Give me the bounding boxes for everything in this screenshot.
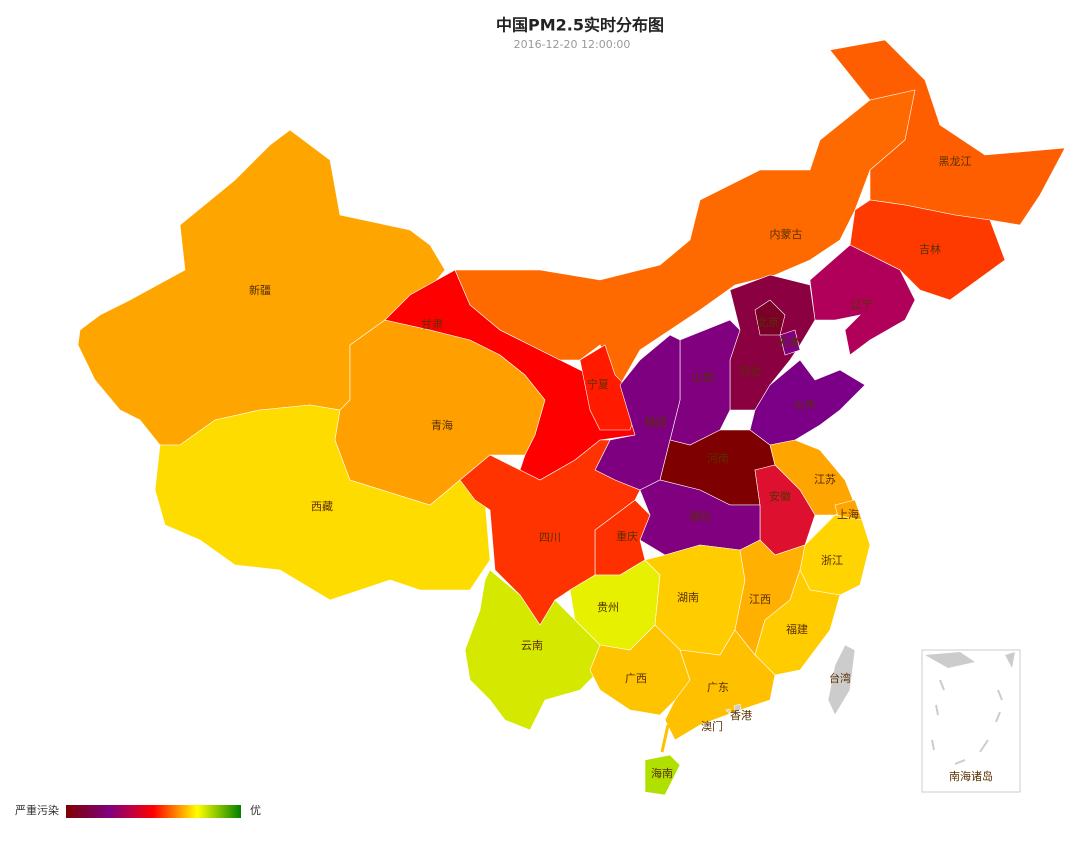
province-label: 湖北 bbox=[689, 510, 711, 523]
province-label: 青海 bbox=[431, 418, 453, 432]
inset-line bbox=[931, 679, 1003, 765]
legend-low: 优 bbox=[250, 804, 261, 817]
province-label: 陕西 bbox=[645, 415, 667, 429]
province-label: 北京 bbox=[757, 315, 779, 329]
province bbox=[809, 244, 916, 356]
province-label: 浙江 bbox=[821, 554, 843, 567]
province-label: 山西 bbox=[692, 371, 714, 384]
province bbox=[754, 299, 786, 336]
province-label: 台湾 bbox=[829, 671, 851, 685]
province-label: 安徽 bbox=[769, 489, 791, 503]
province-label: 江苏 bbox=[814, 473, 836, 486]
province-label: 海南 bbox=[651, 766, 673, 780]
province-label: 甘肃 bbox=[421, 318, 443, 331]
connector bbox=[660, 724, 670, 753]
province-label: 上海 bbox=[837, 507, 859, 521]
province bbox=[454, 64, 921, 386]
province bbox=[464, 569, 601, 731]
legend-bar bbox=[66, 805, 241, 818]
province-label: 吉林 bbox=[919, 242, 941, 256]
province bbox=[754, 569, 841, 676]
province bbox=[459, 439, 641, 626]
province-label: 新疆 bbox=[249, 283, 271, 297]
legend: 严重污染 优 bbox=[15, 803, 261, 818]
inset-island bbox=[1005, 652, 1015, 668]
inset-island bbox=[925, 652, 975, 668]
province-label: 内蒙古 bbox=[770, 227, 803, 241]
province-label: 西藏 bbox=[311, 500, 333, 513]
title: 中国PM2.5实时分布图 bbox=[496, 16, 664, 35]
inset-frame bbox=[921, 649, 1021, 793]
province bbox=[827, 644, 856, 716]
province-label: 澳门 bbox=[701, 719, 723, 733]
province-label: 福建 bbox=[786, 622, 808, 636]
subtitle: 2016-12-20 12:00:00 bbox=[514, 38, 631, 51]
province-label: 宁夏 bbox=[587, 377, 609, 391]
legend-high: 严重污染 bbox=[15, 803, 59, 817]
province bbox=[779, 329, 801, 356]
province-label: 江西 bbox=[749, 593, 771, 606]
province-label: 山东 bbox=[794, 398, 816, 411]
regions bbox=[77, 39, 1066, 796]
province bbox=[733, 703, 742, 712]
province-label: 辽宁 bbox=[851, 297, 873, 311]
province-label: 黑龙江 bbox=[939, 155, 972, 168]
province-label: 广西 bbox=[625, 672, 647, 685]
inset: 南海诸岛 bbox=[921, 649, 1021, 793]
province-label: 云南 bbox=[521, 639, 543, 652]
inset-label: 南海诸岛 bbox=[949, 769, 993, 783]
province-label: 天津 bbox=[777, 336, 799, 349]
province-label: 广东 bbox=[707, 681, 729, 694]
province bbox=[725, 708, 731, 715]
province bbox=[154, 404, 491, 601]
province-label: 湖南 bbox=[677, 591, 699, 604]
province-label: 贵州 bbox=[597, 601, 619, 614]
province-label: 重庆 bbox=[616, 529, 638, 543]
province-label: 四川 bbox=[539, 531, 561, 544]
province-label: 香港 bbox=[730, 709, 752, 722]
province-label: 河北 bbox=[739, 365, 761, 378]
province-label: 河南 bbox=[707, 452, 729, 465]
province bbox=[644, 754, 681, 796]
